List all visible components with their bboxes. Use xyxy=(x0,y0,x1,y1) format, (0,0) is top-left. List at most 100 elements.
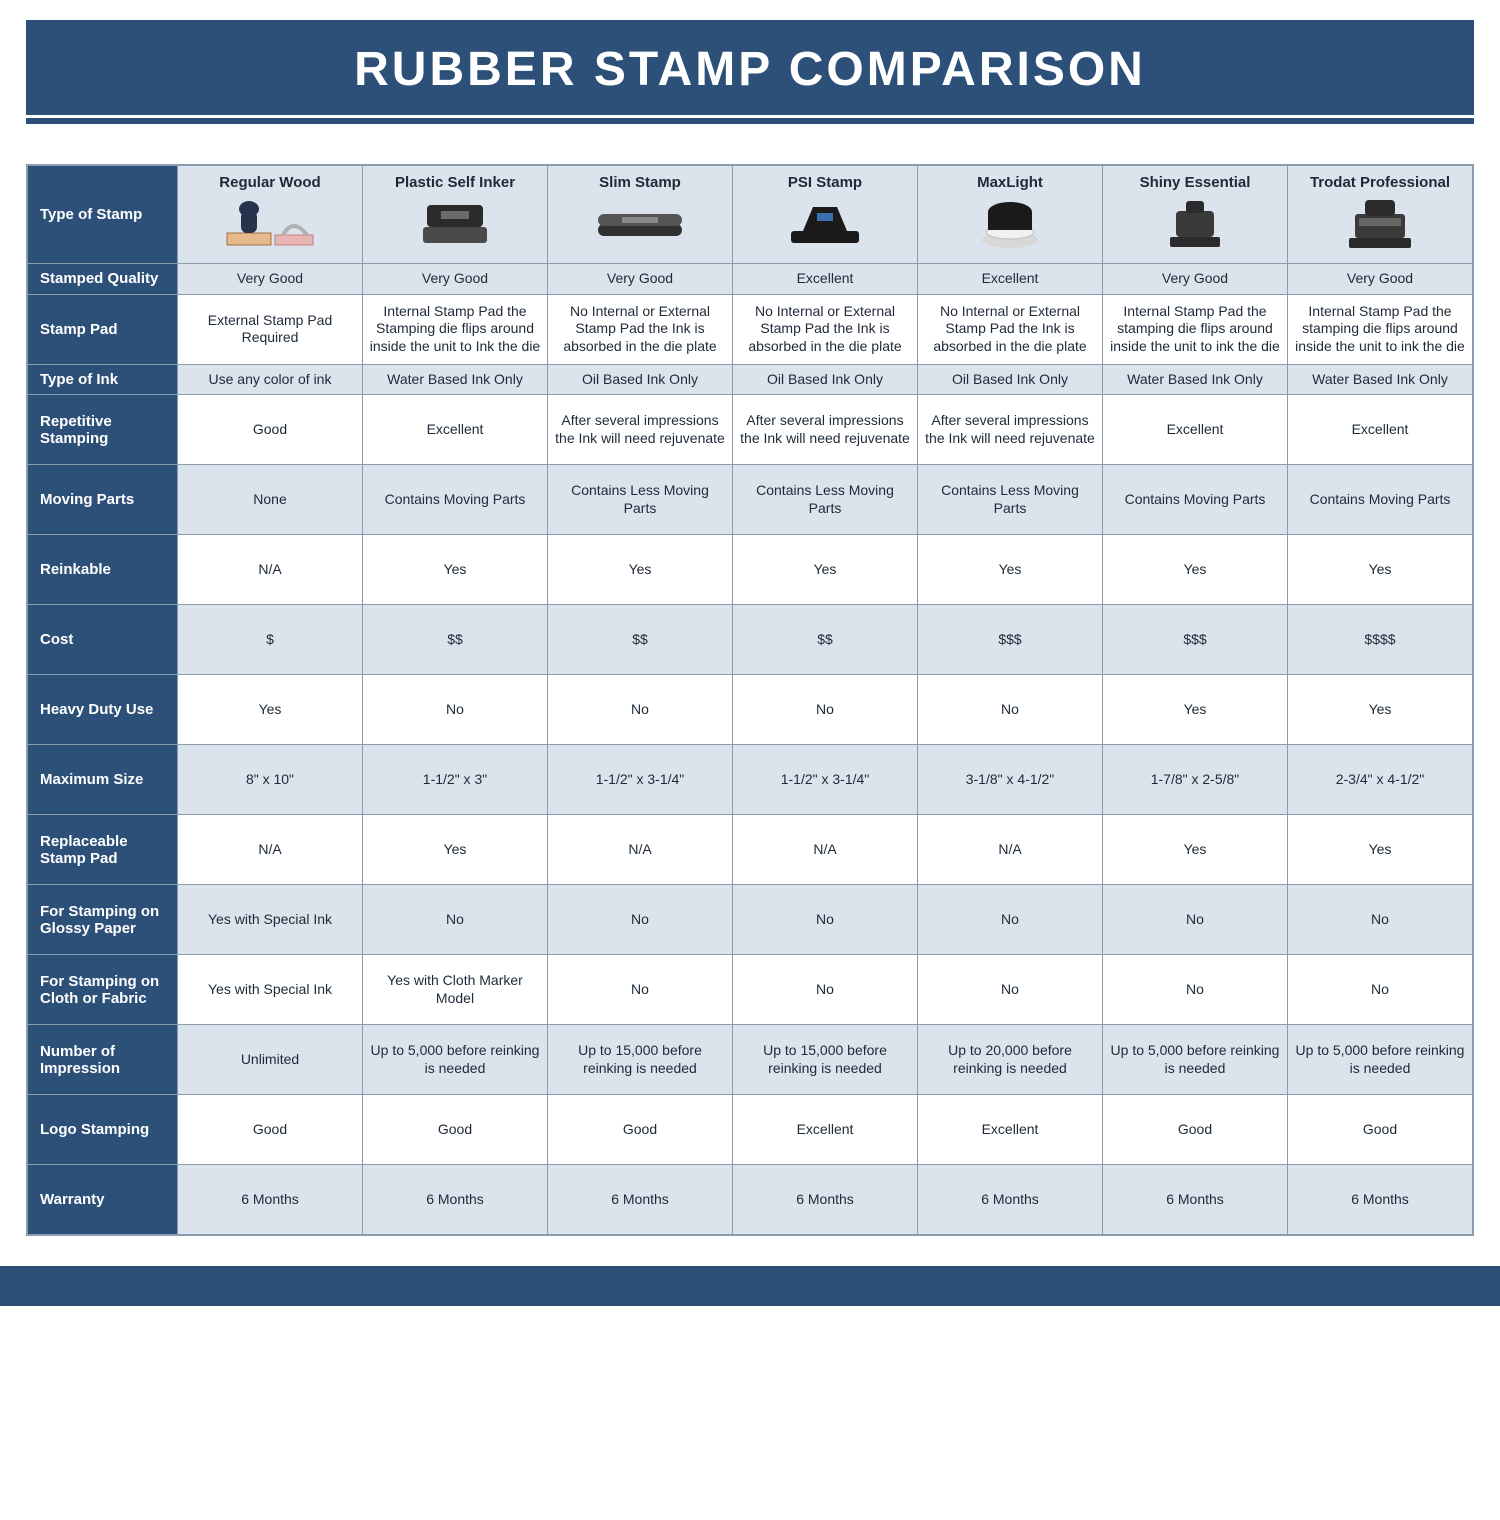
table-cell: $$ xyxy=(363,605,548,675)
column-label: Slim Stamp xyxy=(554,174,726,191)
table-cell: 6 Months xyxy=(363,1165,548,1235)
table-cell: After several impressions the Ink will n… xyxy=(548,395,733,465)
row-header: Type of Ink xyxy=(28,364,178,395)
table-cell: No xyxy=(548,885,733,955)
column-header: Plastic Self Inker xyxy=(363,166,548,264)
stamp-wood-icon xyxy=(184,197,356,251)
table-cell: Good xyxy=(178,1095,363,1165)
column-label: Regular Wood xyxy=(184,174,356,191)
row-header: Maximum Size xyxy=(28,745,178,815)
table-cell: Excellent xyxy=(733,264,918,295)
table-row: Stamp PadExternal Stamp Pad RequiredInte… xyxy=(28,294,1473,364)
table-cell: 6 Months xyxy=(178,1165,363,1235)
table-cell: No xyxy=(918,675,1103,745)
table-cell: 1-1/2" x 3-1/4" xyxy=(548,745,733,815)
table-cell: Good xyxy=(1103,1095,1288,1165)
table-cell: Up to 15,000 before reinking is needed xyxy=(548,1025,733,1095)
column-header: Shiny Essential xyxy=(1103,166,1288,264)
table-cell: $$ xyxy=(548,605,733,675)
table-cell: Good xyxy=(548,1095,733,1165)
column-label: Shiny Essential xyxy=(1109,174,1281,191)
table-cell: No xyxy=(363,885,548,955)
table-cell: Excellent xyxy=(733,1095,918,1165)
table-cell: Use any color of ink xyxy=(178,364,363,395)
table-cell: Up to 15,000 before reinking is needed xyxy=(733,1025,918,1095)
table-row: Moving PartsNoneContains Moving PartsCon… xyxy=(28,465,1473,535)
table-cell: No xyxy=(548,675,733,745)
stamp-trodat-icon xyxy=(1294,197,1466,251)
table-cell: No xyxy=(1288,955,1473,1025)
table-cell: Very Good xyxy=(548,264,733,295)
table-cell: Very Good xyxy=(1103,264,1288,295)
table-cell: $$$$ xyxy=(1288,605,1473,675)
table-cell: No xyxy=(918,885,1103,955)
table-cell: Yes xyxy=(1288,535,1473,605)
column-header: MaxLight xyxy=(918,166,1103,264)
row-header: Cost xyxy=(28,605,178,675)
stamp-selfinker-icon xyxy=(369,197,541,251)
row-header: Moving Parts xyxy=(28,465,178,535)
column-label: Trodat Professional xyxy=(1294,174,1466,191)
table-cell: Internal Stamp Pad the stamping die flip… xyxy=(1288,294,1473,364)
table-cell: $$ xyxy=(733,605,918,675)
table-cell: None xyxy=(178,465,363,535)
table-cell: Good xyxy=(178,395,363,465)
column-label: PSI Stamp xyxy=(739,174,911,191)
table-cell: Contains Less Moving Parts xyxy=(918,465,1103,535)
table-cell: Very Good xyxy=(363,264,548,295)
table-row: For Stamping on Cloth or FabricYes with … xyxy=(28,955,1473,1025)
table-cell: N/A xyxy=(178,815,363,885)
table-row: Maximum Size8" x 10"1-1/2" x 3"1-1/2" x … xyxy=(28,745,1473,815)
table-cell: Internal Stamp Pad the stamping die flip… xyxy=(1103,294,1288,364)
table-cell: Up to 20,000 before reinking is needed xyxy=(918,1025,1103,1095)
table-cell: Water Based Ink Only xyxy=(1288,364,1473,395)
table-cell: Yes xyxy=(548,535,733,605)
table-row: Heavy Duty UseYesNoNoNoNoYesYes xyxy=(28,675,1473,745)
table-cell: No xyxy=(1103,885,1288,955)
column-label: Plastic Self Inker xyxy=(369,174,541,191)
row-header: Heavy Duty Use xyxy=(28,675,178,745)
table-cell: 1-7/8" x 2-5/8" xyxy=(1103,745,1288,815)
table-cell: N/A xyxy=(918,815,1103,885)
table-row: Logo StampingGoodGoodGoodExcellentExcell… xyxy=(28,1095,1473,1165)
comparison-table-container: Type of Stamp Regular WoodPlastic Self I… xyxy=(26,164,1474,1236)
table-cell: $$$ xyxy=(918,605,1103,675)
table-row: Number of ImpressionUnlimitedUp to 5,000… xyxy=(28,1025,1473,1095)
table-cell: No xyxy=(548,955,733,1025)
row-header: Stamped Quality xyxy=(28,264,178,295)
table-cell: 8" x 10" xyxy=(178,745,363,815)
table-cell: Good xyxy=(1288,1095,1473,1165)
table-cell: Yes xyxy=(1103,675,1288,745)
table-row: Type of InkUse any color of inkWater Bas… xyxy=(28,364,1473,395)
table-cell: No xyxy=(1103,955,1288,1025)
table-cell: Water Based Ink Only xyxy=(363,364,548,395)
table-cell: Good xyxy=(363,1095,548,1165)
table-header-row: Type of Stamp Regular WoodPlastic Self I… xyxy=(28,166,1473,264)
table-cell: Contains Moving Parts xyxy=(1288,465,1473,535)
row-header: Replaceable Stamp Pad xyxy=(28,815,178,885)
row-header: Reinkable xyxy=(28,535,178,605)
column-header: PSI Stamp xyxy=(733,166,918,264)
table-cell: Contains Moving Parts xyxy=(1103,465,1288,535)
table-cell: No xyxy=(363,675,548,745)
table-cell: No xyxy=(733,675,918,745)
row-header: Number of Impression xyxy=(28,1025,178,1095)
table-cell: Yes with Cloth Marker Model xyxy=(363,955,548,1025)
table-cell: After several impressions the Ink will n… xyxy=(733,395,918,465)
table-cell: Excellent xyxy=(363,395,548,465)
table-cell: 6 Months xyxy=(733,1165,918,1235)
title-banner: RUBBER STAMP COMPARISON xyxy=(26,20,1474,118)
table-row: Replaceable Stamp PadN/AYesN/AN/AN/AYesY… xyxy=(28,815,1473,885)
table-cell: N/A xyxy=(178,535,363,605)
row-header: Logo Stamping xyxy=(28,1095,178,1165)
table-cell: Yes with Special Ink xyxy=(178,955,363,1025)
table-cell: 6 Months xyxy=(1103,1165,1288,1235)
row-header: Stamp Pad xyxy=(28,294,178,364)
table-cell: 3-1/8" x 4-1/2" xyxy=(918,745,1103,815)
stamp-maxlight-icon xyxy=(924,197,1096,251)
table-cell: 2-3/4" x 4-1/2" xyxy=(1288,745,1473,815)
table-cell: Yes xyxy=(1288,675,1473,745)
table-cell: Very Good xyxy=(178,264,363,295)
table-cell: $ xyxy=(178,605,363,675)
table-cell: Yes xyxy=(363,815,548,885)
